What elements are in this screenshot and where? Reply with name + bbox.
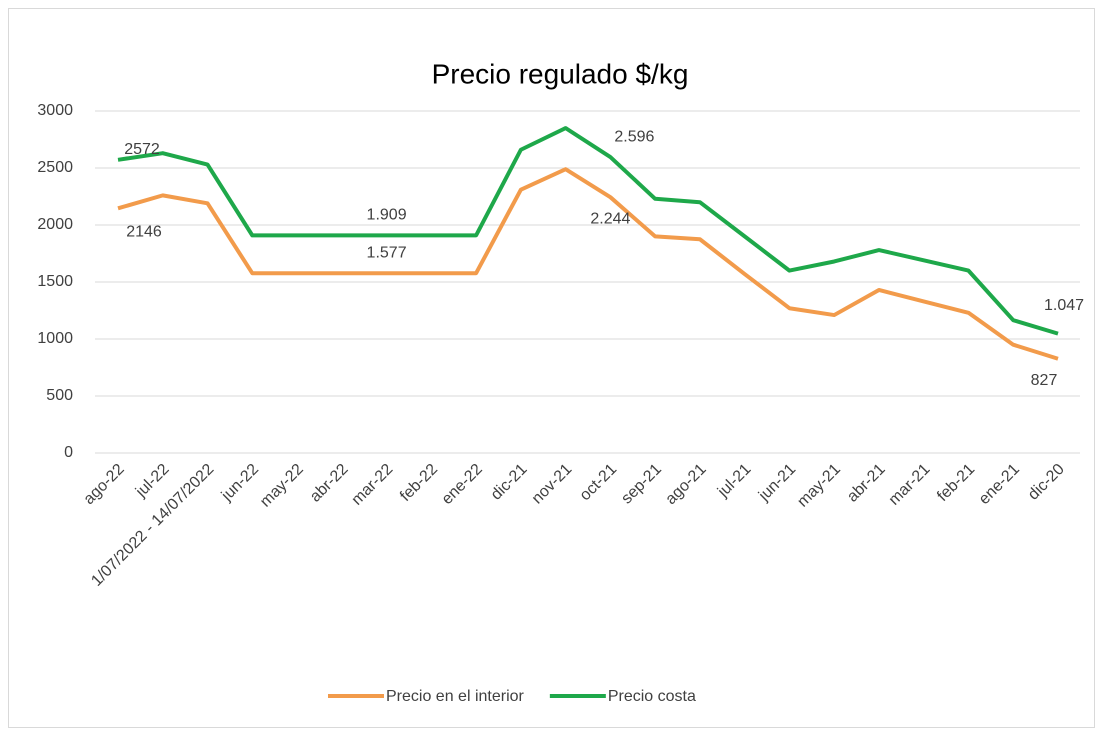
data-label: 2.596 <box>614 128 654 145</box>
legend-label: Precio costa <box>608 688 696 705</box>
y-tick-label: 1500 <box>37 273 73 290</box>
data-label: 1.577 <box>367 244 407 261</box>
series-line <box>117 167 1059 361</box>
data-label: 2572 <box>124 141 160 158</box>
data-label: 2.244 <box>590 210 630 227</box>
series-line <box>117 126 1059 336</box>
y-tick-label: 2500 <box>37 159 73 176</box>
data-label: 827 <box>1031 372 1058 389</box>
chart-title: Precio regulado $/kg <box>432 58 689 89</box>
y-tick-label: 0 <box>64 444 73 461</box>
y-tick-label: 1000 <box>37 330 73 347</box>
data-label: 1.047 <box>1044 297 1084 314</box>
data-label: 2146 <box>126 224 162 241</box>
chart-frame <box>8 8 1095 728</box>
y-tick-label: 3000 <box>37 102 73 119</box>
data-label: 1.909 <box>367 207 407 224</box>
legend-label: Precio en el interior <box>386 688 525 705</box>
y-tick-label: 2000 <box>37 216 73 233</box>
y-tick-label: 500 <box>46 387 73 404</box>
